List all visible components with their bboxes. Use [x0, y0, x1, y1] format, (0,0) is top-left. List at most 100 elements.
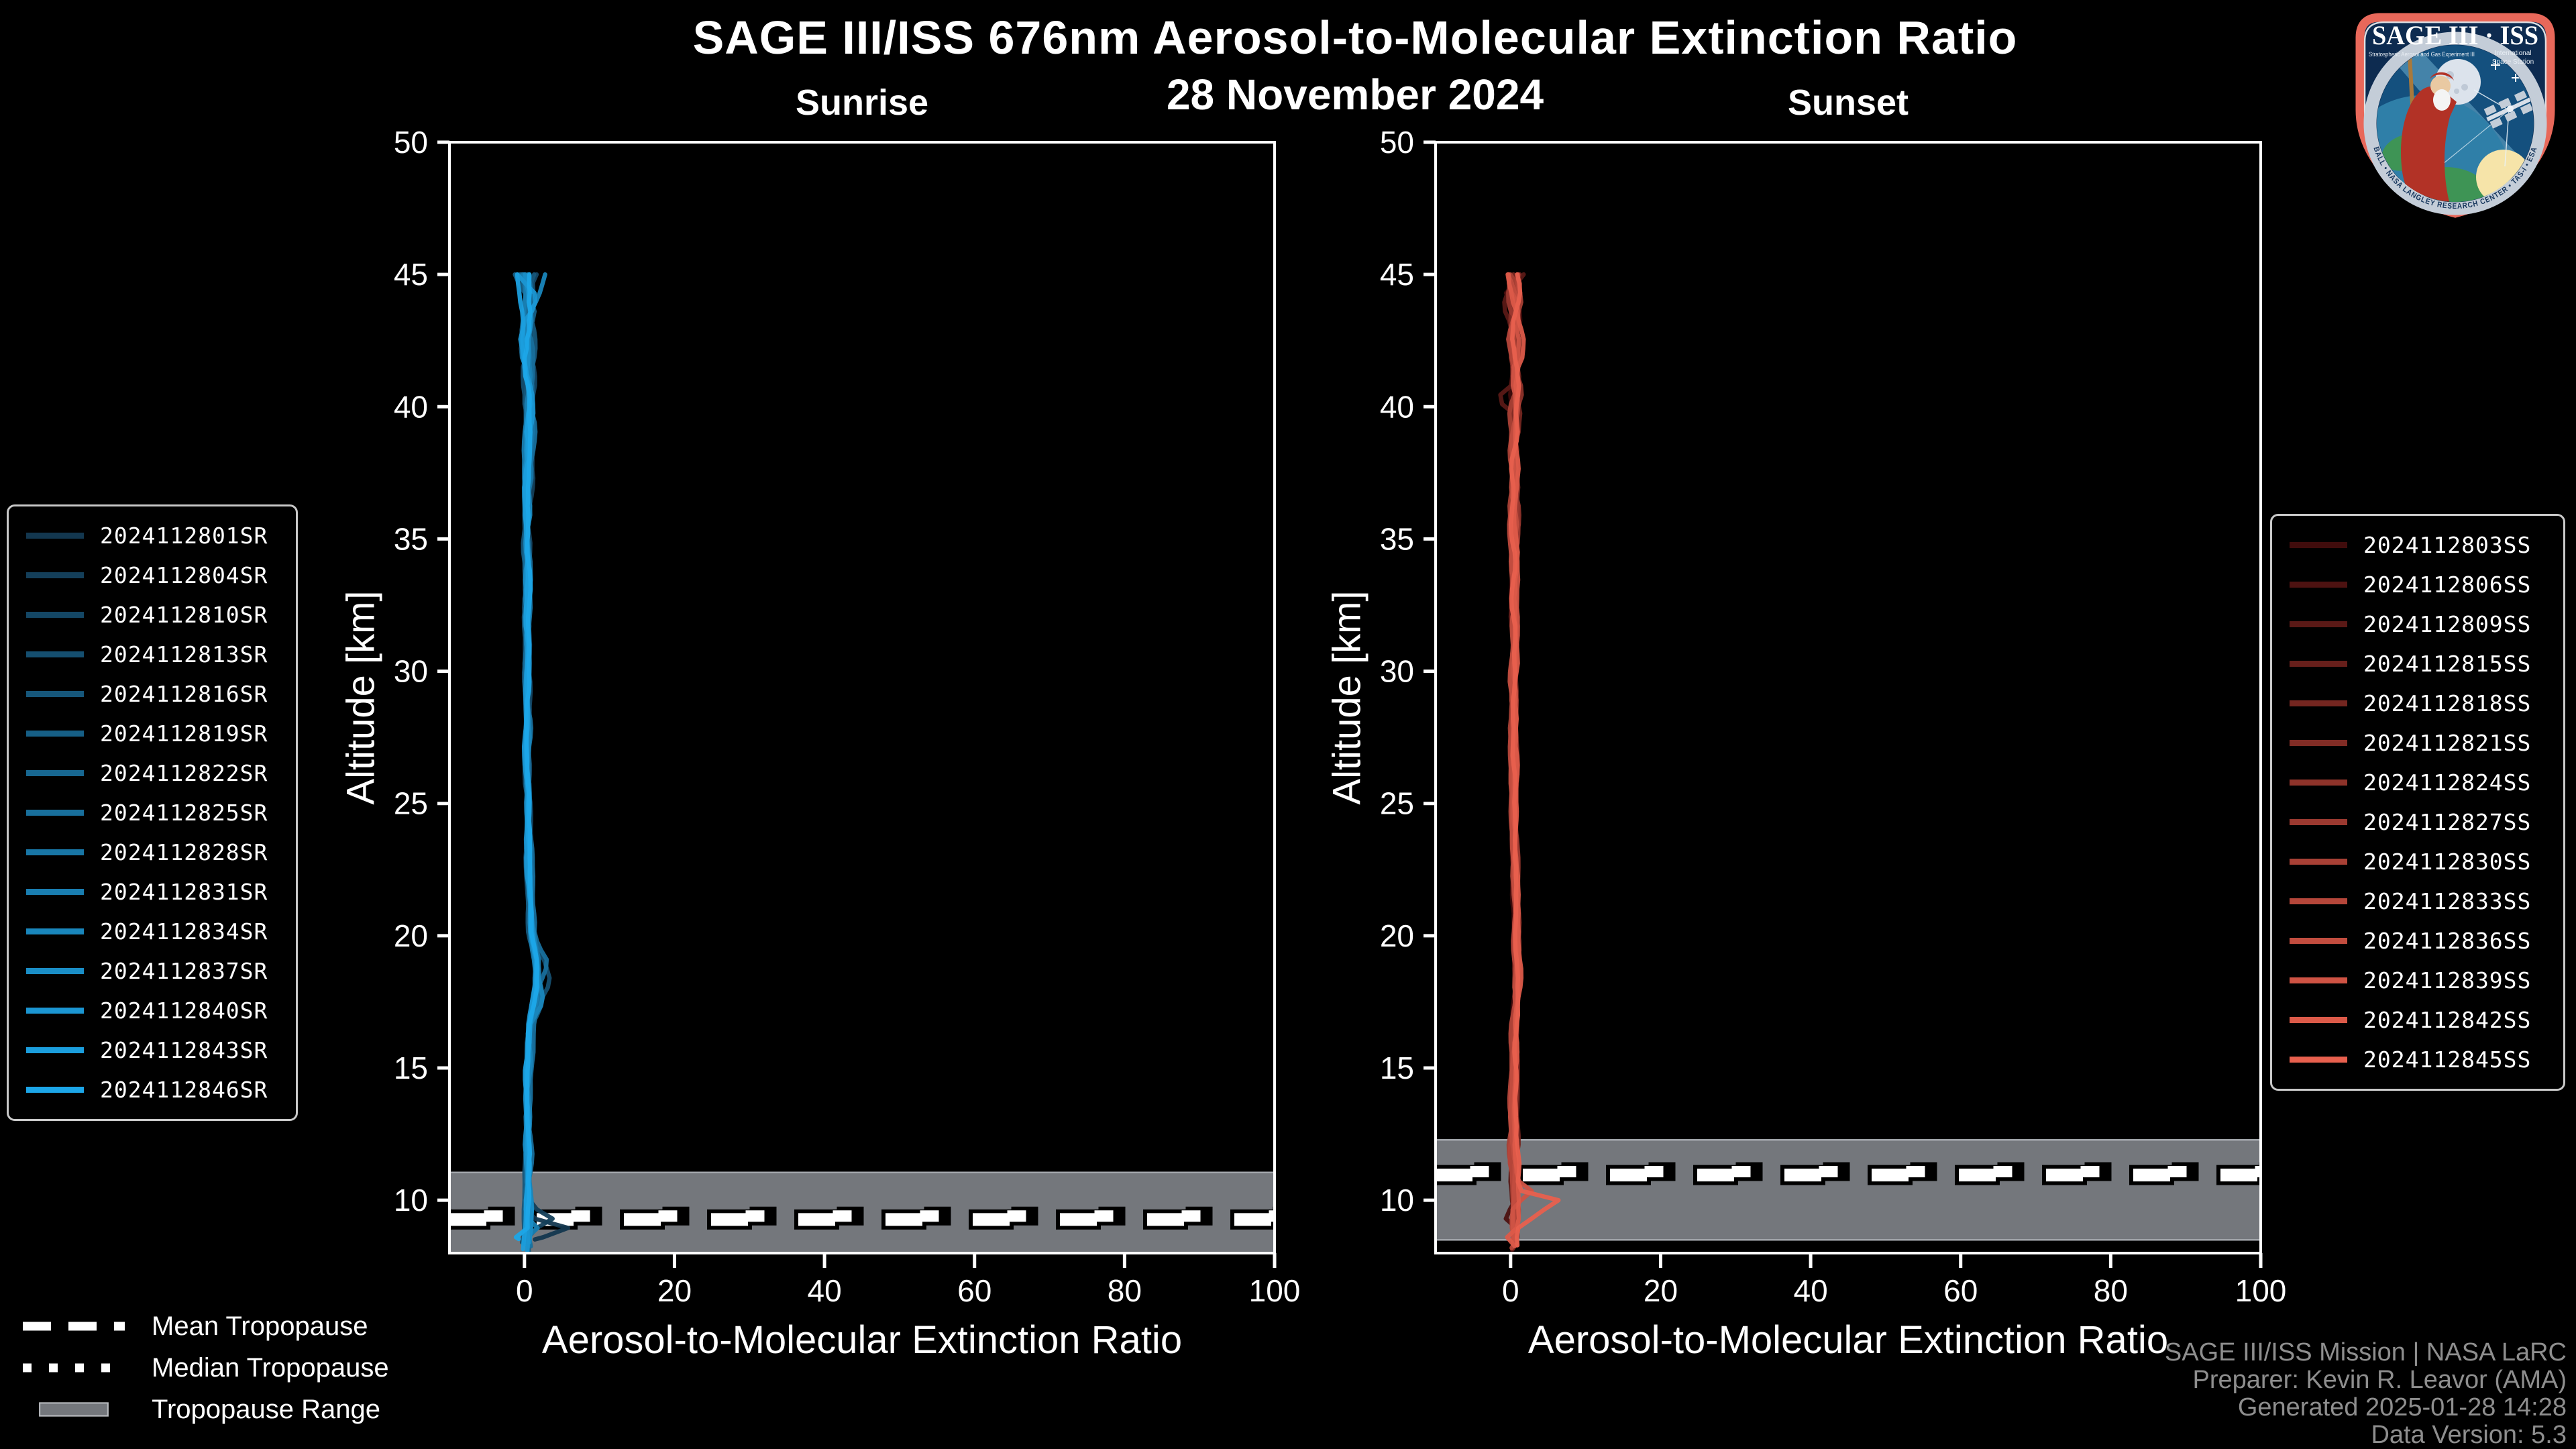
legend-item-2024112806SS: 2024112806SS [2272, 565, 2563, 604]
legend-event-label: 2024112803SS [2363, 532, 2532, 558]
legend-event-label: 2024112819SR [100, 720, 268, 747]
x-tick-label: 100 [2235, 1273, 2287, 1308]
legend-line-swatch [26, 1047, 84, 1053]
logo-iss-panel-3 [2514, 90, 2528, 102]
legend-line-swatch [26, 612, 84, 618]
legend-event-label: 2024112842SS [2363, 1007, 2532, 1033]
tropopause-range-swatch [39, 1402, 109, 1417]
legend-event-label: 2024112809SS [2363, 611, 2532, 637]
logo-iss [2483, 90, 2534, 129]
y-axis-label-sunset: Altitude [km] [1325, 590, 1369, 805]
legend-event-label: 2024112833SS [2363, 888, 2532, 914]
attribution-data-version: Data Version: 5.3 [2371, 1421, 2567, 1449]
y-tick-label: 40 [394, 389, 428, 424]
legend-item-2024112825SR: 2024112825SR [9, 793, 296, 833]
y-tick-label: 20 [394, 918, 428, 953]
legend-item-tropopause-range: Tropopause Range [23, 1389, 389, 1430]
plot-area-sunrise: 0 20 40 60 80 100 10 15 20 25 30 35 40 45 50 [394, 125, 1301, 1308]
x-tick-label: 100 [1249, 1273, 1301, 1308]
legend-event-label: 2024112816SR [100, 681, 268, 707]
legend-item-2024112830SS: 2024112830SS [2272, 842, 2563, 881]
legend-event-label: 2024112843SR [100, 1037, 268, 1063]
axes-box [448, 141, 1276, 1254]
plot-area-sunset: 0 20 40 60 80 100 10 15 20 25 30 35 40 45 50 [1380, 125, 2287, 1308]
legend-line-swatch [2290, 938, 2347, 944]
plot-panel-sunrise: 0 20 40 60 80 100 10 15 20 25 30 35 40 45 50 [394, 125, 1301, 1308]
figure-title: SAGE III/ISS 676nm Aerosol-to-Molecular … [692, 11, 2018, 64]
legend-line-swatch [2290, 1017, 2347, 1023]
tropopause-range-band [1436, 1140, 2261, 1240]
legend-item-2024112804SR: 2024112804SR [9, 555, 296, 595]
y-tick-label: 10 [1380, 1183, 1414, 1218]
logo-subtitle-right-2: Space Station [2492, 58, 2534, 66]
legend-sunrise-events: 2024112801SR 2024112804SR 2024112810SR 2024… [7, 504, 298, 1121]
x-tick-label: 0 [1502, 1273, 1519, 1308]
legend-event-label: 2024112839SS [2363, 967, 2532, 994]
legend-line-swatch [26, 651, 84, 657]
logo-subtitle-right-1: International [2494, 50, 2531, 57]
legend-line-swatch [2290, 859, 2347, 865]
x-axis-label-sunrise: Aerosol-to-Molecular Extinction Ratio [541, 1318, 1183, 1362]
legend-item-2024112819SR: 2024112819SR [9, 714, 296, 753]
legend-item-2024112824SS: 2024112824SS [2272, 763, 2563, 802]
x-tick-label: 40 [808, 1273, 842, 1308]
legend-item-2024112839SS: 2024112839SS [2272, 961, 2563, 1000]
attribution-mission: SAGE III/ISS Mission | NASA LaRC [2164, 1338, 2567, 1366]
legend-line-swatch [26, 572, 84, 578]
legend-event-label: 2024112828SR [100, 839, 268, 865]
legend-event-label: 2024112830SS [2363, 849, 2532, 875]
legend-event-label: 2024112846SR [100, 1077, 268, 1103]
legend-event-label: 2024112825SR [100, 800, 268, 826]
legend-event-label: 2024112837SR [100, 958, 268, 984]
legend-event-label: 2024112815SS [2363, 651, 2532, 677]
y-tick-label: 50 [1380, 125, 1414, 160]
y-tick-label: 45 [1380, 257, 1414, 292]
legend-line-swatch [2290, 582, 2347, 588]
legend-item-2024112809SS: 2024112809SS [2272, 604, 2563, 644]
y-tick-label: 50 [394, 125, 428, 160]
tropopause-legend: Mean Tropopause Median Tropopause Tropop… [23, 1305, 389, 1430]
median-tropopause-label: Median Tropopause [152, 1352, 389, 1383]
legend-line-swatch [26, 691, 84, 697]
legend-item-2024112822SR: 2024112822SR [9, 753, 296, 793]
legend-event-label: 2024112840SR [100, 998, 268, 1024]
y-tick-label: 30 [1380, 654, 1414, 689]
x-tick-label: 60 [957, 1273, 991, 1308]
legend-event-label: 2024112831SR [100, 879, 268, 905]
logo-scene [2377, 45, 2534, 202]
x-axis-label-sunset: Aerosol-to-Molecular Extinction Ratio [1527, 1318, 2169, 1362]
legend-line-swatch [26, 533, 84, 539]
legend-item-2024112840SR: 2024112840SR [9, 991, 296, 1030]
figure-date: 28 November 2024 [1166, 70, 1544, 119]
profile-2024112846SR [513, 272, 540, 1242]
logo-ring [2363, 32, 2547, 215]
mean-tropopause-swatch [23, 1322, 125, 1331]
legend-event-label: 2024112824SS [2363, 769, 2532, 796]
legend-line-swatch [2290, 977, 2347, 983]
legend-item-2024112836SS: 2024112836SS [2272, 921, 2563, 961]
attribution: SAGE III/ISS Mission | NASA LaRC Prepare… [2165, 1339, 2567, 1449]
legend-item-2024112845SS: 2024112845SS [2272, 1040, 2563, 1079]
legend-item-2024112846SR: 2024112846SR [9, 1070, 296, 1110]
legend-item-2024112803SS: 2024112803SS [2272, 525, 2563, 565]
legend-line-swatch [2290, 898, 2347, 904]
legend-sunset-events: 2024112803SS 2024112806SS 2024112809SS 2024… [2270, 514, 2565, 1091]
legend-line-swatch [26, 849, 84, 855]
legend-item-2024112818SS: 2024112818SS [2272, 684, 2563, 723]
legend-event-label: 2024112806SS [2363, 572, 2532, 598]
legend-line-swatch [26, 1087, 84, 1093]
axes-box [1434, 141, 2262, 1254]
legend-item-median-tropopause: Median Tropopause [23, 1347, 389, 1389]
y-tick-label: 15 [394, 1051, 428, 1085]
logo-iss-module [2507, 105, 2514, 112]
legend-line-swatch [26, 889, 84, 895]
legend-item-2024112831SR: 2024112831SR [9, 872, 296, 912]
plot-panel-sunset: 0 20 40 60 80 100 10 15 20 25 30 35 40 45 50 [1380, 125, 2287, 1308]
legend-line-swatch [2290, 740, 2347, 746]
y-tick-label: 15 [1380, 1051, 1414, 1085]
legend-event-label: 2024112822SR [100, 760, 268, 786]
logo-figure-hood [2430, 72, 2454, 80]
mean-tropopause-label: Mean Tropopause [152, 1311, 368, 1341]
x-tick-label: 20 [1644, 1273, 1678, 1308]
